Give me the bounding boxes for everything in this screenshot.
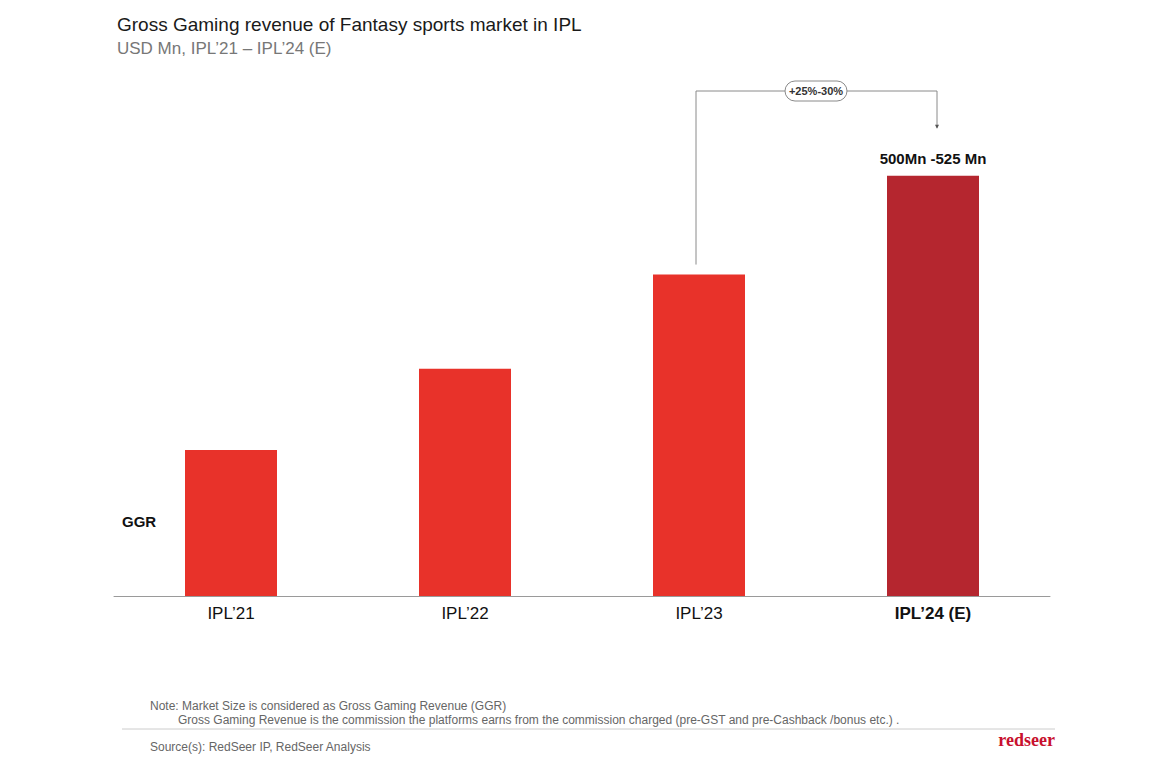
svg-text:GGR: GGR — [122, 513, 156, 530]
svg-text:IPL’24 (E): IPL’24 (E) — [895, 604, 972, 623]
svg-text:Note: Market Size is considere: Note: Market Size is considered as Gross… — [150, 699, 506, 713]
svg-text:500Mn -525 Mn: 500Mn -525 Mn — [880, 150, 987, 167]
svg-text:IPL’22: IPL’22 — [441, 604, 488, 623]
svg-text:IPL’21: IPL’21 — [207, 604, 254, 623]
svg-text:Gross Gaming revenue of Fantas: Gross Gaming revenue of Fantasy sports m… — [117, 14, 582, 35]
svg-text:USD Mn, IPL’21 – IPL’24 (E): USD Mn, IPL’21 – IPL’24 (E) — [117, 39, 332, 58]
svg-text:redseer: redseer — [998, 730, 1055, 750]
svg-text:Source(s): RedSeer IP, RedSeer: Source(s): RedSeer IP, RedSeer Analysis — [150, 740, 371, 754]
svg-text:Gross Gaming Revenue is the co: Gross Gaming Revenue is the commission t… — [178, 713, 899, 727]
svg-text:IPL’23: IPL’23 — [675, 604, 722, 623]
svg-text:+25%-30%: +25%-30% — [789, 85, 843, 97]
